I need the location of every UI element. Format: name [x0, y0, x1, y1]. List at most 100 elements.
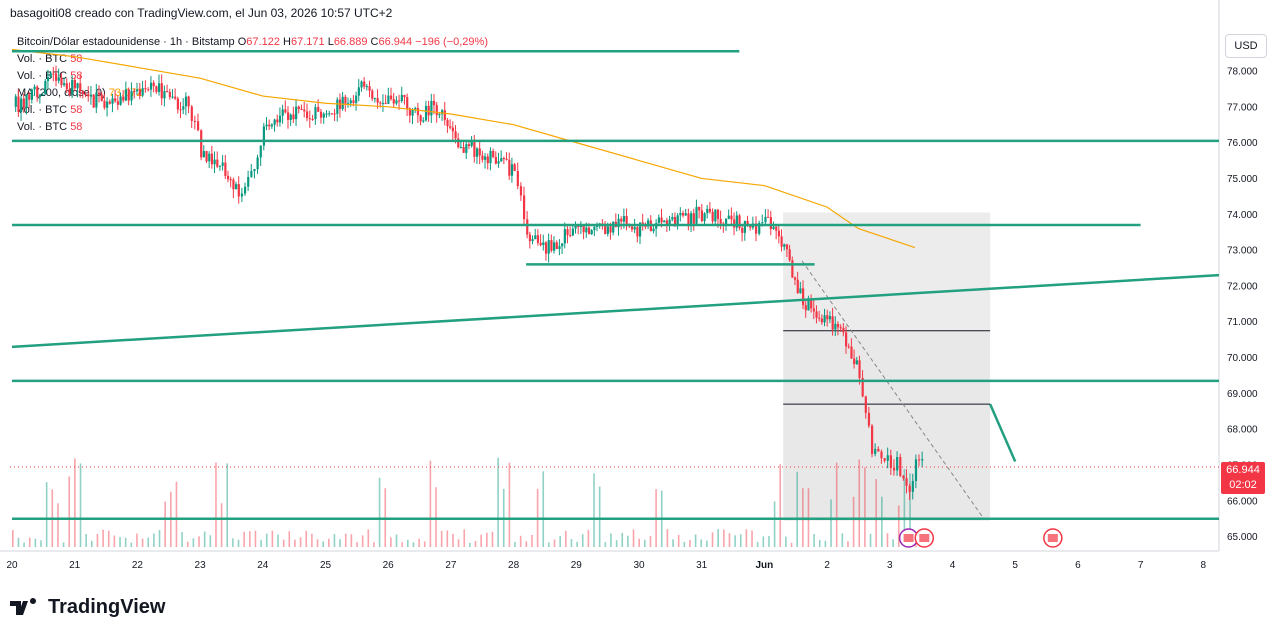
- volume-bar: [852, 496, 855, 547]
- volume-bar: [649, 536, 652, 547]
- volume-bar: [598, 486, 601, 547]
- indicator-row[interactable]: Vol. · BTC 58: [17, 119, 488, 136]
- x-tick-label: 26: [383, 560, 395, 571]
- candle-body: [44, 81, 47, 95]
- candle-body: [459, 146, 463, 148]
- flag-icon: [1047, 534, 1058, 542]
- volume-bar: [559, 536, 561, 547]
- price-chart[interactable]: 65.00066.00067.00068.00069.00070.00071.0…: [0, 0, 1281, 590]
- candle-body: [574, 224, 577, 229]
- change-value: −196 (−0,29%): [415, 36, 488, 48]
- candle-body: [106, 101, 109, 108]
- candle-body: [783, 244, 786, 247]
- volume-bar: [401, 542, 403, 547]
- candle-body: [432, 100, 436, 106]
- currency-button[interactable]: USD: [1225, 34, 1267, 58]
- volume-bar: [423, 541, 426, 547]
- volume-bar: [531, 534, 533, 547]
- volume-bar: [130, 542, 133, 547]
- candle-body: [858, 360, 861, 378]
- volume-bar: [474, 540, 477, 547]
- candle-body: [65, 83, 68, 90]
- volume-bar: [350, 534, 353, 547]
- x-tick-label: 3: [887, 560, 893, 571]
- volume-bar: [689, 540, 691, 547]
- candle-body: [590, 230, 593, 235]
- candle-body: [812, 308, 815, 312]
- candle-body: [647, 220, 650, 227]
- candle-body: [566, 229, 569, 236]
- volume-bar: [232, 538, 234, 547]
- volume-bar: [254, 530, 257, 547]
- candle-body: [652, 228, 655, 232]
- volume-bar: [700, 539, 703, 547]
- candle-body: [743, 220, 746, 233]
- candle-body: [612, 221, 615, 233]
- candle-body: [71, 79, 74, 95]
- candle-body: [116, 101, 119, 105]
- candle-body: [202, 151, 205, 158]
- candle-body: [761, 222, 764, 224]
- candle-body: [38, 95, 42, 98]
- candle-body: [660, 217, 663, 223]
- candle-body: [457, 138, 460, 148]
- indicator-row[interactable]: Vol. · BTC 58: [17, 68, 488, 85]
- candle-body: [703, 213, 706, 222]
- candle-body: [793, 277, 797, 280]
- candle-body: [349, 100, 352, 104]
- candle-body: [76, 83, 79, 89]
- candle-body: [208, 153, 211, 162]
- x-tick-label: 28: [508, 560, 520, 571]
- x-tick-label: 22: [132, 560, 144, 571]
- candle-body: [692, 213, 695, 224]
- candle-body: [553, 242, 556, 251]
- candle-body: [733, 219, 736, 228]
- candle-body: [719, 218, 722, 224]
- candle-body: [665, 220, 669, 225]
- volume-bar: [153, 533, 155, 547]
- candle-body: [240, 193, 244, 197]
- volume-bar: [339, 539, 341, 547]
- candle-body: [818, 317, 821, 319]
- candle-body: [256, 157, 259, 170]
- candle-body: [839, 327, 842, 329]
- volume-bar: [790, 542, 793, 547]
- candle-body: [791, 260, 794, 278]
- candle-body: [141, 88, 144, 96]
- candle-body: [416, 108, 420, 116]
- candle-body: [668, 219, 671, 225]
- candle-body: [698, 206, 701, 211]
- brand-logo[interactable]: TradingView: [10, 596, 165, 619]
- indicator-value: 58: [70, 104, 83, 116]
- volume-bar: [113, 535, 116, 547]
- candle-body: [478, 148, 481, 156]
- candle-body: [400, 94, 403, 102]
- volume-bar: [220, 503, 223, 547]
- candle-body: [644, 225, 647, 227]
- candle-body: [673, 216, 677, 225]
- indicator-row[interactable]: Vol. · BTC 58: [17, 51, 488, 68]
- candle-body: [262, 126, 265, 146]
- candle-body: [14, 96, 17, 107]
- candle-body: [754, 223, 758, 234]
- candle-body: [523, 195, 526, 220]
- x-tick-label: 29: [571, 560, 583, 571]
- candle-body: [695, 206, 698, 224]
- candle-body: [243, 186, 247, 194]
- low-value: 66.889: [333, 36, 368, 48]
- projection-line: [801, 260, 985, 520]
- volume-bar: [519, 535, 522, 547]
- candle-body: [330, 113, 334, 115]
- candle-body: [810, 299, 813, 309]
- volume-bar: [615, 540, 618, 547]
- candle-body: [133, 90, 136, 92]
- candle-body: [270, 124, 274, 127]
- candle-body: [427, 105, 430, 116]
- candle-body: [544, 242, 548, 254]
- candle-body: [108, 101, 111, 104]
- moving-average-line: [11, 48, 916, 249]
- volume-bar: [141, 538, 144, 547]
- volume-bar: [316, 539, 319, 547]
- candle-body: [216, 159, 219, 167]
- candle-body: [845, 332, 848, 347]
